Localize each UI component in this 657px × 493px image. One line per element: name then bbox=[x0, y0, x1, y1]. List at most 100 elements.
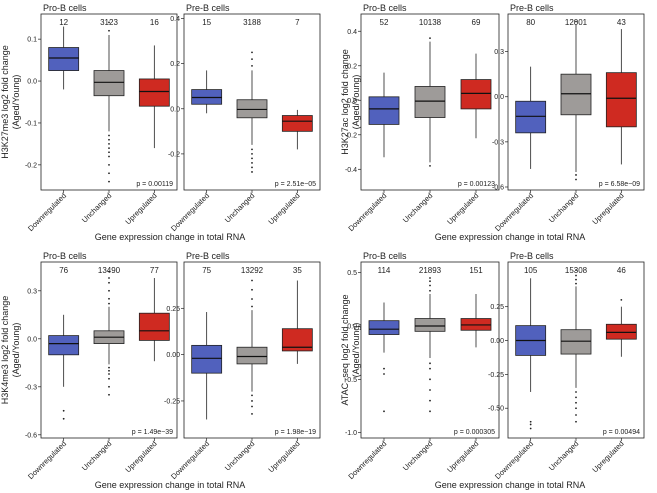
y-tick-label: 0.3 bbox=[27, 288, 37, 295]
panel-title: Pre-B cells bbox=[186, 251, 230, 261]
outlier-point bbox=[251, 152, 253, 155]
box-body bbox=[515, 100, 547, 134]
x-tick-label: Upregulated bbox=[445, 191, 480, 226]
y-tick-label: -0.1 bbox=[25, 120, 37, 127]
outlier-point bbox=[108, 134, 110, 137]
p-value-label: p = 2.51e−05 bbox=[275, 181, 316, 188]
outlier-point bbox=[108, 155, 110, 158]
outlier-point bbox=[429, 362, 431, 365]
y-axis-label-line: H3K27me3 log2 fold change bbox=[0, 45, 10, 159]
outlier-point bbox=[62, 409, 65, 412]
count-label: 76 bbox=[59, 266, 68, 275]
outlier-point bbox=[575, 391, 577, 393]
outlier-point bbox=[108, 151, 110, 154]
chart-group: ATAC−seq log2 fold change(Aged/Young) Gen… bbox=[340, 251, 645, 490]
box-body bbox=[560, 73, 592, 116]
y-tick-label: -0.2 bbox=[345, 132, 357, 139]
box-body bbox=[560, 329, 592, 355]
y-axis-label-line: H3K4me3 log2 fold change bbox=[0, 296, 10, 405]
x-tick-label: Downregulated bbox=[346, 439, 388, 481]
box-body bbox=[191, 344, 223, 374]
outlier-point bbox=[108, 270, 110, 273]
outlier-point bbox=[575, 282, 577, 285]
y-tick-label: 0.3 bbox=[494, 49, 504, 56]
box-body bbox=[48, 47, 80, 71]
y-tick-label: -0.50 bbox=[488, 406, 504, 413]
outlier-point bbox=[575, 420, 577, 423]
chart-group: H3K27me3 log2 fold change(Aged/Young) Gen… bbox=[0, 3, 321, 242]
outlier-point bbox=[429, 277, 431, 279]
box-body bbox=[368, 96, 400, 125]
y-tick-label: 0.1 bbox=[27, 37, 37, 44]
y-axis-label: H3K4me3 log2 fold change(Aged/Young) bbox=[0, 296, 21, 405]
count-label: 80 bbox=[526, 18, 535, 27]
y-tick-label: 0.2 bbox=[347, 63, 357, 70]
y-tick-label: -0.6 bbox=[25, 432, 37, 439]
count-label: 69 bbox=[472, 18, 481, 27]
x-tick-label: Unchanged bbox=[547, 439, 580, 472]
count-label: 151 bbox=[469, 266, 483, 275]
x-tick-label: Upregulated bbox=[123, 439, 158, 474]
box-unchanged: 13292 Unchanged bbox=[223, 266, 268, 473]
y-axis-label: H3K27ac log2 fold change(Aged/Young) bbox=[340, 49, 361, 155]
count-label: 77 bbox=[150, 266, 159, 275]
x-tick-label: Downregulated bbox=[493, 439, 535, 481]
y-tick-label: 0.0 bbox=[27, 79, 37, 86]
outlier-point bbox=[429, 164, 431, 167]
x-tick-label: Unchanged bbox=[223, 191, 256, 224]
x-tick-label: Downregulated bbox=[493, 191, 535, 233]
box-unchanged: 13490 Unchanged bbox=[80, 266, 125, 473]
outlier-point bbox=[108, 138, 110, 141]
box-upregulated: 151 Upregulated bbox=[445, 266, 492, 474]
box-body bbox=[605, 323, 637, 340]
outlier-point bbox=[429, 367, 431, 370]
x-tick-label: Downregulated bbox=[26, 439, 68, 481]
outlier-point bbox=[575, 274, 577, 277]
box-upregulated: 35 Upregulated bbox=[266, 266, 313, 474]
x-tick-label: Downregulated bbox=[169, 191, 211, 233]
panel-title: Pro-B cells bbox=[43, 3, 87, 13]
outlier-point bbox=[108, 377, 110, 380]
count-label: 43 bbox=[617, 18, 626, 27]
p-value-label: p = 0.000305 bbox=[454, 429, 495, 436]
y-axis-label-line: (Aged/Young) bbox=[11, 323, 21, 378]
outlier-point bbox=[251, 171, 253, 173]
outlier-point bbox=[251, 51, 253, 54]
box-body bbox=[48, 335, 80, 356]
outlier-point bbox=[108, 163, 110, 166]
outlier-point bbox=[575, 414, 577, 416]
count-label: 15 bbox=[202, 18, 211, 27]
outlier-point bbox=[108, 393, 110, 396]
y-axis-label-line: (Aged/Young) bbox=[11, 75, 21, 130]
x-axis-label: Gene expression change in total RNA bbox=[95, 232, 246, 242]
outlier-point bbox=[575, 269, 577, 272]
outlier-point bbox=[108, 369, 110, 372]
box-body bbox=[236, 99, 268, 119]
box-unchanged: 12001 Unchanged bbox=[547, 18, 592, 225]
panel: Pre-B cells -0.6 -0.3 0.0 0.3 80 Downregulated… bbox=[492, 3, 645, 233]
chart-group: H3K27ac log2 fold change(Aged/Young) Gene… bbox=[340, 3, 645, 242]
outlier-point bbox=[529, 423, 532, 426]
outlier-point bbox=[251, 305, 253, 308]
box-unchanged: 3188 Unchanged bbox=[223, 18, 268, 225]
box-unchanged: 10138 Unchanged bbox=[401, 18, 446, 225]
box-unchanged: 3123 Unchanged bbox=[80, 18, 125, 225]
outlier-point bbox=[251, 279, 253, 282]
y-tick-label: 0.4 bbox=[347, 29, 357, 36]
outlier-point bbox=[575, 396, 577, 399]
outlier-point bbox=[383, 410, 385, 413]
x-tick-label: Unchanged bbox=[223, 439, 256, 472]
outlier-point bbox=[429, 378, 431, 381]
x-tick-label: Upregulated bbox=[266, 439, 301, 474]
y-tick-label: -0.6 bbox=[492, 184, 504, 191]
x-tick-label: Unchanged bbox=[80, 439, 113, 472]
outlier-point bbox=[108, 302, 110, 305]
outlier-point bbox=[251, 405, 253, 408]
y-axis-label-line: (Aged/Young) bbox=[351, 323, 361, 378]
y-tick-label: -0.2 bbox=[168, 151, 180, 158]
outlier-point bbox=[383, 373, 385, 375]
y-tick-label: 0.25 bbox=[490, 304, 504, 311]
y-tick-label: 0.25 bbox=[166, 306, 180, 313]
x-axis-label: Gene expression change in total RNA bbox=[95, 480, 246, 490]
y-axis-label: ATAC−seq log2 fold change(Aged/Young) bbox=[340, 295, 361, 406]
